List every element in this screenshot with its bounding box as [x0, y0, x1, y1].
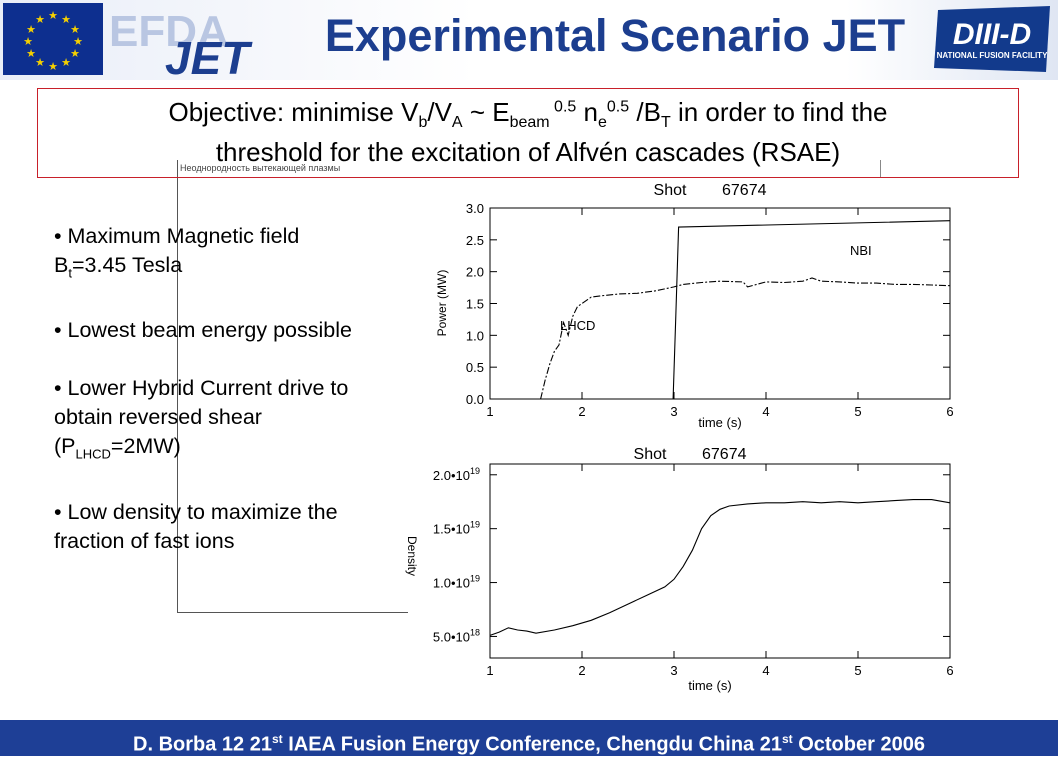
svg-text:★: ★: [23, 36, 33, 48]
background-frame-edge: [880, 160, 881, 178]
bullet-beam-energy: • Lowest beam energy possible: [54, 318, 352, 343]
x-tick-label: 5: [854, 663, 861, 678]
x-axis-label: time (s): [698, 415, 741, 430]
svg-text:★: ★: [48, 10, 58, 22]
y-tick-label: 3.0: [466, 201, 484, 216]
bullet-list: • Maximum Magnetic field Bt=3.45 Tesla •…: [54, 222, 354, 585]
bullet-low-density: • Low density to maximize the fraction o…: [54, 499, 338, 553]
svg-text:★: ★: [70, 24, 80, 36]
x-tick-label: 4: [762, 663, 769, 678]
background-caption: Неоднородность вытекающей плазмы: [180, 163, 341, 173]
objective-box: Objective: minimise Vb/VA ~ Ebeam 0.5 ne…: [37, 88, 1019, 178]
y-axis-label: Power (MW): [435, 270, 449, 337]
y-tick-label: 2.0•1019: [433, 466, 480, 483]
efda-logo-text: EFDA: [109, 7, 229, 56]
axis-ticks: 1 2 3 4 5 6 0.0 0.5 1.0 1.5 2.0 2.5 3.0: [466, 201, 954, 419]
eu-flag-icon: ★ ★★ ★★★ ★★★ ★★★: [3, 3, 103, 75]
x-tick-label: 1: [486, 404, 493, 419]
y-tick-label: 5.0•1018: [433, 627, 480, 644]
background-frame: [177, 160, 408, 613]
x-tick-label: 2: [578, 404, 585, 419]
bullet-magnetic-field: • Maximum Magnetic field Bt=3.45 Tesla: [54, 224, 300, 281]
svg-text:★: ★: [35, 14, 45, 26]
y-tick-label: 1.0: [466, 328, 484, 343]
svg-text:★: ★: [35, 57, 45, 69]
annotation-nbi: NBI: [850, 243, 872, 258]
x-tick-label: 6: [946, 404, 953, 419]
diii-d-logo-text: DIII-D: [953, 18, 1031, 51]
y-tick-label: 1.5: [466, 297, 484, 312]
header-bar: ★ ★ ★ ★ ★ ★ ★ ★ ★ ★ ★ ★ EFDA JET Experimental Sc…: [0, 0, 1058, 80]
page-title: Experimental Scenario JET: [324, 10, 906, 61]
svg-text:★: ★: [26, 24, 36, 36]
bullet-lower-hybrid: • Lower Hybrid Current drive to obtain r…: [54, 376, 349, 462]
density-chart: Shot 67674 1 2 3 4 5 6 5.0•1018 1.0•1019 1.5•101…: [405, 446, 954, 693]
series-line-density: [489, 499, 951, 636]
objective-line-1: Objective: minimise Vb/VA ~ Ebeam 0.5 ne…: [168, 97, 888, 132]
series-group: [489, 499, 951, 636]
series-group: [490, 220, 951, 400]
annotation-lhcd: LHCD: [560, 318, 595, 333]
x-tick-label: 3: [670, 404, 677, 419]
svg-text:★: ★: [61, 57, 71, 69]
chart-title: Shot 67674: [654, 182, 767, 199]
series-line-nbi: [490, 220, 951, 400]
y-tick-label: 0.5: [466, 360, 484, 375]
diii-d-logo: DIII-D NATIONAL FUSION FACILITY: [934, 6, 1050, 72]
plot-frame: [489, 463, 951, 659]
x-axis-label: time (s): [688, 678, 731, 693]
y-tick-label: 0.0: [466, 392, 484, 407]
diii-d-logo-subtitle: NATIONAL FUSION FACILITY: [937, 51, 1048, 60]
x-tick-label: 6: [946, 663, 953, 678]
svg-text:★: ★: [26, 48, 36, 60]
y-tick-label: 1.5•1019: [433, 520, 480, 537]
x-tick-label: 2: [578, 663, 585, 678]
footer-bar: D. Borba 12 21st IAEA Fusion Energy Conf…: [0, 720, 1058, 756]
x-tick-label: 4: [762, 404, 769, 419]
y-tick-label: 2.0: [466, 265, 484, 280]
x-tick-label: 3: [670, 663, 677, 678]
x-tick-label: 1: [486, 663, 493, 678]
svg-text:★: ★: [70, 48, 80, 60]
axis-ticks: 1 2 3 4 5 6 5.0•1018 1.0•1019 1.5•1019 2.0•1019: [433, 464, 954, 678]
y-tick-label: 2.5: [466, 233, 484, 248]
power-chart: Shot 67674 1 2 3 4 5 6 0.0 0.5 1.0 1.5 2.0 2.5 3.0 N…: [435, 182, 954, 430]
efda-jet-logo: EFDA JET: [109, 7, 253, 76]
plot-frame: [489, 207, 951, 400]
objective-line-2: threshold for the excitation of Alfvén c…: [215, 137, 841, 167]
y-axis-label: Density: [405, 536, 419, 576]
y-tick-label: 1.0•1019: [433, 574, 480, 591]
chart-title: Shot 67674: [634, 446, 747, 463]
jet-logo-text: JET: [165, 32, 253, 76]
svg-text:★: ★: [48, 61, 58, 73]
svg-text:★: ★: [61, 14, 71, 26]
x-tick-label: 5: [854, 404, 861, 419]
series-line-lhcd: [540, 277, 951, 400]
svg-text:★: ★: [73, 36, 83, 48]
